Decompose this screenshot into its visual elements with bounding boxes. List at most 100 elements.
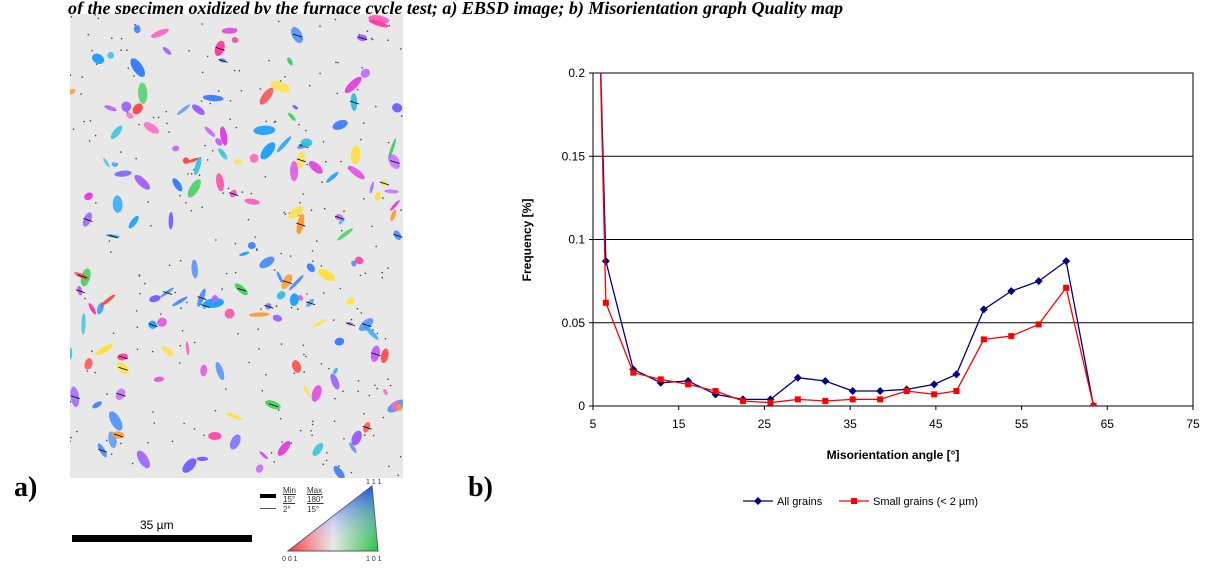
noise-dot — [94, 134, 97, 137]
noise-dot — [270, 452, 273, 454]
noise-dot — [190, 172, 193, 175]
noise-dot — [259, 88, 261, 90]
grain — [172, 145, 180, 152]
grain-boundary — [162, 291, 173, 295]
noise-dot — [136, 326, 139, 329]
noise-dot — [308, 84, 311, 87]
noise-dot — [105, 439, 108, 442]
noise-dot — [339, 287, 342, 290]
noise-dot — [321, 181, 323, 183]
grain — [92, 401, 102, 409]
grain — [292, 360, 302, 373]
grain — [95, 343, 113, 356]
noise-dot — [334, 18, 337, 21]
y-tick-label: 0.2 — [568, 66, 585, 80]
y-tick-label: 0.05 — [562, 316, 586, 330]
grain — [289, 293, 299, 306]
grain — [84, 358, 93, 370]
noise-dot — [381, 276, 384, 279]
data-point — [602, 299, 609, 306]
ipf-color-key: 1 1 1 0 0 1 1 0 1 — [280, 478, 390, 563]
x-axis-label: Misorientation angle [°] — [827, 448, 960, 462]
noise-dot — [258, 348, 260, 350]
noise-dot — [204, 144, 206, 147]
y-tick-label: 0 — [578, 399, 585, 413]
grain — [288, 275, 304, 291]
grain-boundary — [113, 433, 124, 438]
grain — [182, 157, 190, 164]
grain — [70, 88, 76, 95]
noise-dot — [372, 329, 374, 331]
grain-boundary — [116, 392, 126, 397]
x-tick-labels: 5 15 25 35 45 55 65 75 — [590, 406, 1200, 431]
noise-dot — [147, 442, 149, 444]
noise-dot — [372, 434, 375, 437]
noise-dot — [186, 301, 188, 304]
noise-dot — [399, 456, 402, 458]
noise-dot — [70, 16, 73, 18]
noise-dot — [240, 90, 243, 92]
grain — [248, 312, 270, 317]
grain — [383, 388, 388, 396]
grain — [259, 451, 268, 460]
noise-dot — [336, 92, 339, 95]
grain-boundary — [237, 287, 247, 292]
noise-dot — [375, 245, 378, 248]
grain — [187, 157, 199, 163]
grain — [150, 28, 169, 38]
noise-dot — [147, 201, 149, 203]
noise-dot — [87, 33, 90, 36]
noise-dot — [382, 416, 385, 419]
noise-dot — [256, 248, 258, 250]
noise-dot — [375, 105, 377, 108]
grain — [172, 178, 183, 192]
grain — [211, 295, 218, 303]
noise-dot — [322, 141, 325, 143]
noise-dot — [310, 209, 313, 211]
x-tick-label: 15 — [672, 417, 686, 431]
grain-boundary — [362, 425, 372, 430]
noise-dot — [94, 371, 96, 374]
legend-row2-min: 2° — [283, 505, 291, 514]
noise-dot — [110, 251, 112, 253]
figure-caption: of the specimen oxidized by the furnace … — [68, 0, 843, 18]
noise-dot — [363, 412, 365, 415]
data-point — [821, 377, 830, 386]
noise-dot — [312, 260, 314, 262]
noise-dot — [281, 441, 283, 443]
grain — [287, 57, 293, 66]
noise-dot — [70, 74, 72, 76]
data-point — [877, 396, 884, 403]
noise-dot — [201, 71, 204, 74]
noise-dot — [247, 218, 250, 221]
noise-dot — [357, 380, 360, 382]
grain-boundary — [296, 158, 307, 163]
grain — [112, 195, 123, 213]
noise-dot — [366, 30, 369, 32]
noise-dot — [120, 442, 122, 445]
noise-dot — [359, 274, 362, 277]
grain-boundary — [268, 403, 279, 408]
noise-dot — [305, 129, 307, 132]
data-point — [1007, 287, 1016, 296]
noise-dot — [388, 24, 391, 27]
grain — [204, 126, 216, 137]
noise-dot — [397, 474, 400, 477]
x-tick-label: 75 — [1186, 417, 1200, 431]
noise-dot — [86, 370, 89, 372]
noise-dot — [70, 436, 72, 439]
legend-label: Small grains (< 2 µm) — [873, 496, 978, 508]
legend-row2-max: 15° — [307, 505, 320, 514]
noise-dot — [320, 363, 323, 365]
noise-dot — [206, 55, 209, 58]
misorientation-chart: 0 0.05 0.1 0.15 0.2 5 15 25 35 45 55 65 75 Misorien… — [520, 66, 1200, 508]
grain — [259, 87, 274, 105]
grain — [288, 112, 296, 121]
grain — [215, 173, 225, 192]
noise-dot — [260, 308, 262, 310]
grain — [168, 212, 174, 230]
grain — [218, 148, 228, 160]
grain — [149, 295, 161, 303]
grain-boundary — [371, 352, 381, 357]
noise-dot — [229, 118, 231, 120]
